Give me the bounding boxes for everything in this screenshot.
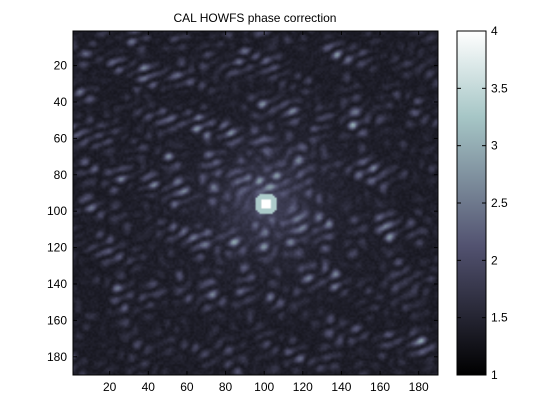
x-tick-label: 180 <box>409 380 429 394</box>
y-tick-label: 100 <box>47 204 67 218</box>
x-tick-label: 120 <box>293 380 313 394</box>
x-tick-label: 40 <box>142 380 156 394</box>
colorbar-tick-label: 4 <box>491 24 498 38</box>
y-tick-label: 60 <box>54 131 68 145</box>
y-axis: 20 40 60 80 100 120 140 160 180 <box>47 59 438 364</box>
x-tick-label: 160 <box>370 380 390 394</box>
colorbar-tick-label: 1.5 <box>491 311 508 325</box>
y-tick-label: 80 <box>54 168 68 182</box>
heatmap-image <box>73 31 438 375</box>
x-axis: 20 40 60 80 100 120 140 160 180 <box>103 31 429 394</box>
x-tick-label: 140 <box>331 380 351 394</box>
y-tick-label: 180 <box>47 350 67 364</box>
plot-frame <box>72 30 439 376</box>
y-tick-label: 140 <box>47 277 67 291</box>
colorbar-axis: 1 1.5 2 2.5 3 3.5 4 <box>457 24 508 382</box>
colorbar-tick-label: 2 <box>491 253 498 267</box>
y-tick-label: 40 <box>54 95 68 109</box>
chart-title: CAL HOWFS phase correction <box>174 11 337 25</box>
colorbar <box>456 30 487 376</box>
x-tick-label: 100 <box>254 380 274 394</box>
colorbar-tick-label: 1 <box>491 368 498 382</box>
colorbar-tick-label: 3 <box>491 139 498 153</box>
colorbar-tick-label: 3.5 <box>491 81 508 95</box>
y-tick-label: 120 <box>47 241 67 255</box>
x-tick-label: 20 <box>103 380 117 394</box>
colorbar-tick-label: 2.5 <box>491 196 508 210</box>
heatmap-plot <box>73 31 438 375</box>
x-tick-label: 60 <box>180 380 194 394</box>
y-tick-label: 20 <box>54 59 68 73</box>
y-tick-label: 160 <box>47 313 67 327</box>
x-tick-label: 80 <box>219 380 233 394</box>
